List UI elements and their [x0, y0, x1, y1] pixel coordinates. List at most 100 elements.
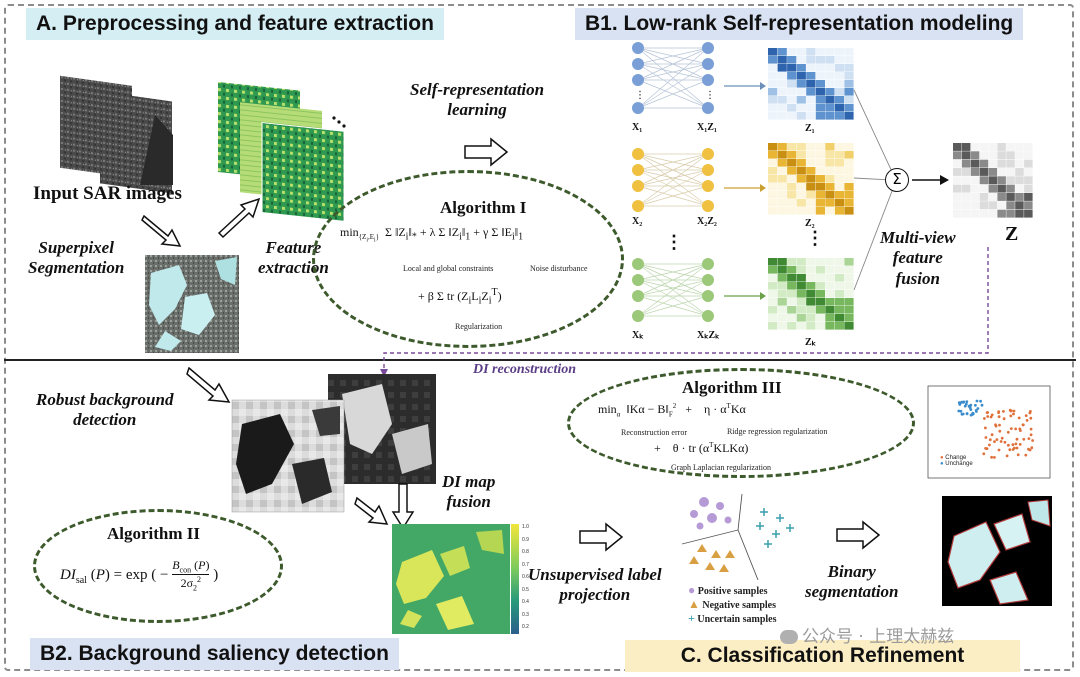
z-output-label: Z — [1005, 223, 1019, 245]
matrix-cell — [796, 112, 806, 120]
scatter-point-change — [990, 433, 994, 437]
matrix-cell — [787, 72, 797, 80]
scatter-point-change — [997, 415, 1001, 419]
superpixel-text: Superpixel Segmentation — [28, 238, 125, 278]
matrix-cell — [844, 175, 854, 183]
matrix-cell — [796, 298, 806, 306]
scatter-point-change — [1002, 417, 1006, 421]
matrix-cell — [1015, 143, 1024, 151]
matrix-cell — [953, 193, 962, 201]
matrix-cell — [844, 191, 854, 199]
saliency-maps — [231, 374, 436, 513]
unsup-label-label: Unsupervised label projection — [528, 565, 662, 606]
scatter-point-change — [984, 436, 988, 439]
scatter-point-unchange — [969, 403, 973, 407]
sum-node: Σ — [885, 168, 909, 192]
matrix-cell — [815, 322, 825, 330]
algorithm-2-equation: DIsal (P) = exp ( − Bcon (P) 2σ22 ) — [60, 558, 219, 593]
matrix-cell — [777, 72, 787, 80]
scatter-point-change — [1000, 436, 1004, 440]
matrix-cell — [777, 282, 787, 290]
matrix-cell — [796, 282, 806, 290]
matrix-cell — [806, 72, 816, 80]
matrix-cell — [796, 159, 806, 167]
matrix-cell — [768, 322, 778, 330]
algorithm-2-ellipse — [33, 509, 283, 623]
scatter-point-change — [983, 417, 986, 420]
matrix-cell — [953, 159, 962, 168]
matrix-cell — [768, 266, 778, 274]
matrix-cell — [825, 322, 835, 330]
matrix-cell — [815, 199, 825, 207]
matrix-cell — [777, 159, 787, 167]
matrix-cell — [988, 209, 998, 218]
matrix-cell — [1015, 159, 1024, 168]
scatter-point-change — [1014, 442, 1018, 446]
self-rep-text: Self-representation learning — [410, 80, 545, 120]
scatter-point-change — [1029, 433, 1033, 437]
matrix-cell — [834, 72, 845, 80]
matrix-cell — [970, 168, 980, 176]
matrix-cell — [806, 199, 816, 207]
algorithm-3-caption-ridge: Ridge regression regularization — [727, 427, 828, 436]
matrix-cell — [796, 56, 806, 64]
matrix-cell — [988, 193, 998, 201]
matrix-cell — [815, 64, 825, 72]
watermark-icon — [780, 630, 798, 644]
matrix-cell — [953, 184, 962, 193]
matrix-cell — [768, 306, 778, 314]
matrix-cell — [1015, 151, 1024, 160]
algorithm-1-caption-reg: Regularization — [455, 322, 503, 331]
matrix-cell — [970, 151, 980, 160]
matrix-cell — [806, 314, 816, 322]
matrix-cell — [834, 48, 845, 56]
multiview-text: Multi-view feature fusion — [880, 228, 956, 288]
matrix-cell — [796, 314, 806, 322]
matrix-cell — [825, 290, 835, 298]
scatter-point-change — [1015, 437, 1019, 441]
matrix-cell — [806, 183, 816, 191]
matrix-cell — [787, 64, 797, 72]
legend-uncertain-text: Uncertain samples — [697, 614, 777, 625]
matrix-cell — [1024, 193, 1033, 201]
matrix-cell — [1006, 209, 1015, 218]
matrix-cell — [768, 183, 778, 191]
scatter-point-change — [1031, 439, 1034, 442]
scatter-point-unchange — [975, 399, 979, 403]
section-header-c: C. Classification Refinement — [625, 640, 1020, 672]
matrix-cell — [787, 88, 797, 96]
matrix-cell — [777, 199, 787, 207]
scatter-point-unchange — [958, 403, 962, 406]
affinity-matrix-zk — [768, 258, 854, 330]
scatter-point-unchange — [969, 408, 973, 411]
matrix-cell — [1006, 176, 1015, 185]
scatter-point-change — [984, 426, 987, 430]
matrix-cell — [806, 322, 816, 330]
matrix-cell — [806, 48, 816, 56]
matrix-cell — [825, 298, 835, 306]
matrix-cell — [1006, 184, 1015, 193]
matrix-cell — [953, 176, 962, 185]
matrix-cell — [844, 282, 854, 290]
scatter-point-change — [1029, 416, 1033, 420]
matrix-cell — [961, 143, 971, 151]
scatter-point-change — [993, 456, 996, 459]
algorithm-3-caption-recon: Reconstruction error — [621, 428, 687, 437]
matrix-cell — [979, 151, 989, 160]
scatter-point-change — [994, 424, 998, 428]
matrix-cell — [825, 314, 835, 322]
matrix-cell — [988, 159, 998, 168]
matrix-cell — [768, 56, 778, 64]
di-fusion-label: DI map fusion — [442, 472, 495, 513]
matrix-cell — [997, 151, 1006, 160]
matrix-cell — [787, 322, 797, 330]
matrix-cell — [988, 176, 998, 185]
svg-text:⋮: ⋮ — [705, 90, 715, 101]
matrix-cell — [768, 175, 778, 183]
matrix-cell — [768, 64, 778, 72]
colorbar-tick-label: 0.2 — [522, 624, 529, 630]
network-view-2 — [632, 148, 714, 212]
matrix-cell — [796, 306, 806, 314]
scatter-point-change — [1017, 416, 1021, 420]
scatter-point-change — [1009, 409, 1013, 413]
